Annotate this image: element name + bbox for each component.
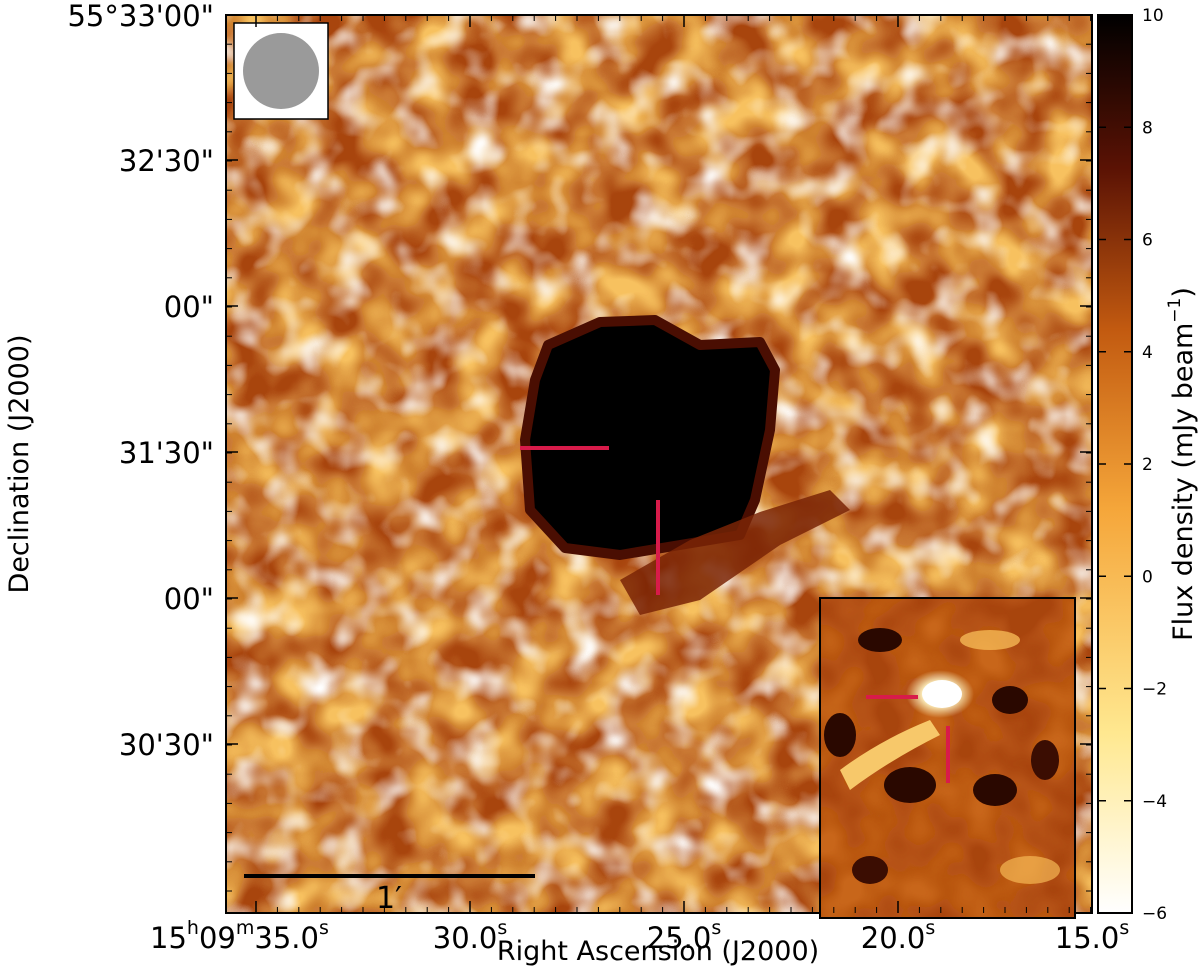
colorbar-tick-label: 8 (1142, 118, 1153, 138)
dec-tick-label: 00" (164, 582, 214, 616)
inset-target-marker (866, 695, 950, 783)
colorbar: −6 −4 −2 0 2 4 6 8 10 Flux density (mJy beam−1) (1097, 6, 1199, 924)
dec-tick-label: 30'30" (119, 728, 214, 762)
colorbar-tick-label: 10 (1142, 6, 1164, 26)
scale-bar-label: 1′ (376, 881, 402, 916)
beam-indicator (233, 22, 329, 120)
colorbar-tick-label: 4 (1142, 343, 1153, 363)
ra-tick-label: 20.0s (861, 917, 935, 955)
bright-source (520, 315, 780, 560)
colorbar-tick-label: −6 (1142, 904, 1167, 924)
target-marker (520, 446, 660, 595)
dec-tick-label: 31'30" (119, 436, 214, 470)
dec-axis: 55°33'00" 32'30" 00" 31'30" 00" 30'30" (67, 0, 1092, 892)
dec-tick-label: 55°33'00" (67, 0, 214, 33)
ra-tick-label: 15.0s (1055, 917, 1129, 955)
dec-tick-label: 00" (164, 290, 214, 324)
colorbar-tick-label: 0 (1142, 567, 1153, 587)
ra-tick-label: 30.0s (433, 917, 507, 955)
dec-tick-label: 32'30" (119, 144, 214, 178)
ra-tick-label: 15h09m35.0s (150, 917, 329, 955)
main-map (226, 15, 1092, 913)
colorbar-label: Flux density (mJy beam−1) (1165, 287, 1199, 641)
x-axis-label: Right Ascension (J2000) (497, 936, 819, 967)
colorbar-tick-label: −2 (1142, 680, 1167, 700)
main-map-frame (225, 14, 1093, 914)
colorbar-tick-label: 6 (1142, 231, 1153, 251)
inset-frame (819, 597, 1076, 919)
ra-axis: 15h09m35.0s 30.0s 25.0s 20.0s 15.0s (150, 15, 1129, 955)
ra-tick-label: 25.0s (647, 917, 721, 955)
colorbar-tick-label: −4 (1142, 792, 1167, 812)
y-axis-label: Declination (J2000) (4, 335, 35, 594)
scale-bar: 1′ (244, 874, 535, 916)
colorbar-tick-label: 2 (1142, 455, 1153, 475)
